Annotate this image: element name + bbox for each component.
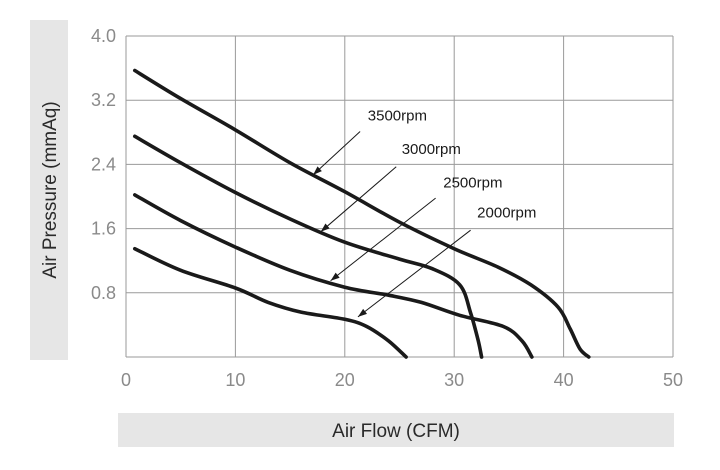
series-label-2000rpm: 2000rpm (477, 204, 536, 221)
callout-arrows: 3500rpm 3000rpm 2500rpm 2000rpm (312, 107, 536, 318)
curve-3000rpm (133, 134, 484, 359)
series-label-3000rpm: 3000rpm (402, 141, 461, 158)
x-tick-label: 40 (554, 370, 574, 390)
y-tick-label: 4.0 (91, 26, 116, 46)
y-tick-label: 0.8 (91, 283, 116, 303)
y-axis-title-band (30, 20, 68, 360)
arrowhead-icon (320, 223, 330, 232)
callout-line (312, 131, 361, 176)
callout-line (357, 229, 471, 318)
arrowhead-icon (313, 166, 322, 175)
callout-line (320, 166, 397, 233)
curve-2000rpm (133, 246, 408, 359)
arrowhead-icon (330, 272, 340, 281)
gridlines (125, 35, 674, 358)
series-label-3500rpm: 3500rpm (368, 107, 427, 124)
y-tick-label: 2.4 (91, 154, 116, 174)
x-tick-label: 50 (663, 370, 683, 390)
callout-line (330, 197, 436, 282)
x-axis-title-band (118, 413, 674, 447)
x-tick-label: 30 (444, 370, 464, 390)
arrowhead-icon (357, 308, 368, 317)
series-curves (133, 68, 591, 359)
y-axis-title: Air Pressure (mmAq) (40, 101, 61, 278)
curve-2500rpm (133, 193, 534, 359)
tick-labels: 0 10 20 30 40 50 0.8 1.6 2.4 3.2 4.0 (91, 26, 683, 390)
x-tick-label: 0 (121, 370, 131, 390)
series-label-2500rpm: 2500rpm (443, 175, 502, 192)
y-tick-label: 3.2 (91, 90, 116, 110)
x-tick-label: 20 (335, 370, 355, 390)
x-axis-title: Air Flow (CFM) (332, 421, 460, 442)
curve-3500rpm (133, 68, 591, 359)
y-tick-label: 1.6 (91, 219, 116, 239)
x-tick-label: 10 (225, 370, 245, 390)
